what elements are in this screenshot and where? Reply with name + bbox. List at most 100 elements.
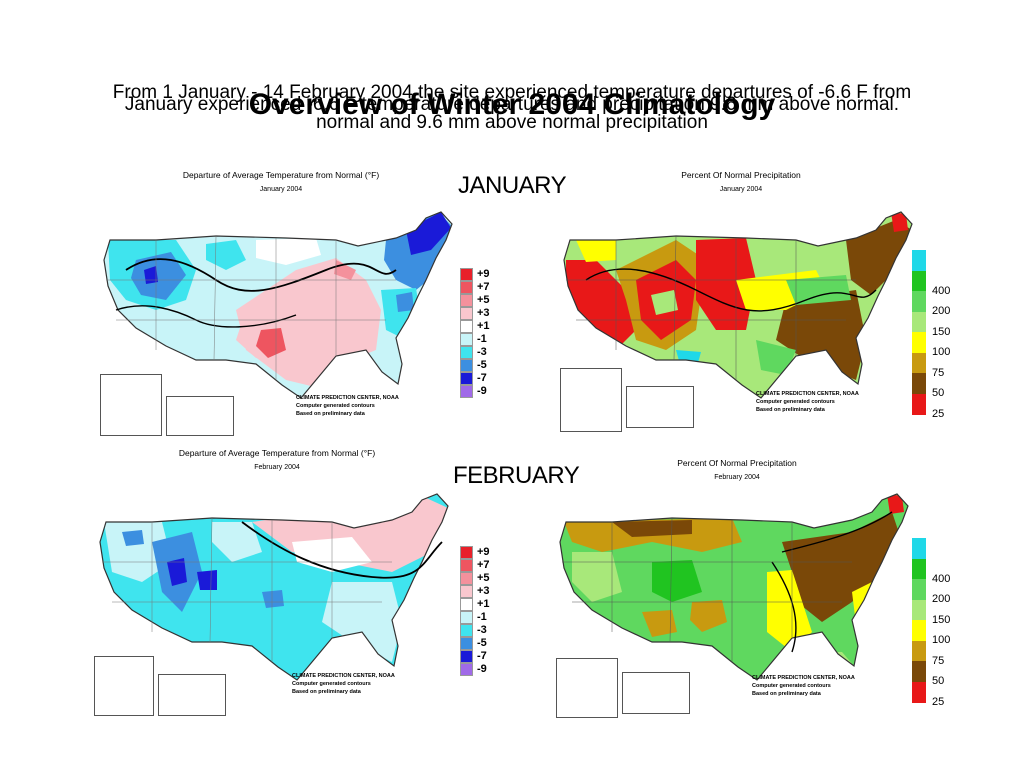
- legend-item: +7: [460, 281, 504, 294]
- legend-label: -5: [477, 359, 487, 371]
- map-subtitle: February 2004: [254, 464, 300, 471]
- slide-title: Overview of Winter 2004 Climatology: [248, 88, 776, 121]
- map-subtitle: February 2004: [714, 474, 760, 481]
- legend-swatch: [912, 291, 926, 312]
- legend-item: +5: [460, 294, 504, 307]
- legend-swatch: [460, 372, 473, 385]
- legend-swatch: [460, 281, 473, 294]
- legend-swatch: [912, 270, 926, 292]
- map-credit: CLIMATE PREDICTION CENTER, NOAA Computer…: [756, 391, 859, 413]
- legend-swatch: [912, 250, 926, 271]
- legend-label: 75: [932, 366, 945, 379]
- legend-swatch: [912, 332, 926, 353]
- legend-swatch: [460, 585, 473, 598]
- legend-swatch: [460, 546, 473, 559]
- legend-swatch: [460, 650, 473, 663]
- summary-line-1: From 1 January - 14 February 2004 the si…: [112, 82, 912, 103]
- legend-item: 200: [912, 579, 962, 605]
- legend-item: -7: [460, 650, 504, 663]
- legend-label: 50: [932, 387, 945, 399]
- legend-swatch: [912, 393, 926, 415]
- legend-label: 200: [932, 593, 951, 605]
- legend-item: 25: [912, 393, 962, 420]
- map-subtitle: January 2004: [259, 186, 303, 193]
- map-feb-temperature: Departure of Average Temperature from No…: [92, 446, 490, 721]
- summary-line-alt: January experienced -6.6 F temperature d…: [124, 94, 900, 115]
- month-label-january: JANUARY: [458, 172, 567, 199]
- legend-label: +9: [477, 268, 490, 280]
- legend-swatch: [460, 346, 473, 359]
- legend-item: 75: [912, 640, 962, 667]
- legend-swatch: [460, 637, 473, 650]
- legend-label: 150: [932, 613, 951, 626]
- hawaii-inset: [626, 386, 694, 428]
- map-title: Percent Of Normal Precipitation: [677, 458, 797, 468]
- legend-label: 150: [932, 325, 951, 338]
- map-jan-temperature: Departure of Average Temperature from No…: [96, 164, 490, 439]
- map-jan-precipitation: Percent Of Normal Precipitation January …: [556, 164, 950, 439]
- legend-swatch: [460, 307, 473, 320]
- legend-item: 400: [912, 558, 962, 585]
- legend-label: +3: [477, 307, 490, 319]
- legend-item: -7: [460, 372, 504, 385]
- legend-item: -5: [460, 637, 504, 650]
- legend-label: 100: [932, 634, 951, 646]
- legend-swatch: [912, 311, 926, 333]
- us-precipitation-map: [559, 493, 909, 681]
- legend-item: +7: [460, 559, 504, 572]
- legend-label: +3: [477, 585, 490, 597]
- map-credit: CLIMATE PREDICTION CENTER, NOAA Computer…: [752, 675, 855, 697]
- legend-item: +9: [460, 268, 504, 281]
- legend-swatch: [912, 620, 926, 641]
- legend-swatch: [460, 385, 473, 398]
- legend-item: +5: [460, 572, 504, 585]
- legend-label: +1: [477, 598, 490, 610]
- alaska-inset: [560, 368, 622, 432]
- legend-item: 100: [912, 332, 962, 358]
- hawaii-inset: [166, 396, 234, 436]
- legend-label: -5: [477, 637, 487, 649]
- legend-swatch: [460, 611, 473, 624]
- legend-swatch: [460, 320, 473, 333]
- legend-label: 400: [932, 284, 951, 297]
- legend-swatch: [912, 373, 926, 394]
- legend-swatch: [912, 640, 926, 662]
- legend-item: 50: [912, 373, 962, 399]
- legend-item: -1: [460, 333, 504, 346]
- map-subtitle: January 2004: [719, 186, 763, 193]
- alaska-inset: [94, 656, 154, 716]
- legend-label: -3: [477, 346, 487, 358]
- legend-swatch: [460, 624, 473, 637]
- legend-swatch: [460, 598, 473, 611]
- legend-label: -9: [477, 663, 487, 675]
- legend-swatch: [460, 359, 473, 372]
- map-title: Percent Of Normal Precipitation: [681, 170, 801, 180]
- legend-swatch: [460, 333, 473, 346]
- legend-item: 75: [912, 352, 962, 379]
- alaska-inset: [100, 374, 162, 436]
- legend-swatch: [912, 558, 926, 580]
- legend-swatch: [460, 268, 473, 281]
- legend-item: -9: [460, 663, 504, 676]
- legend-label: -3: [477, 624, 487, 636]
- us-precipitation-map: [563, 211, 913, 399]
- legend-item: [912, 250, 962, 271]
- legend-item: +1: [460, 598, 504, 611]
- legend-label: 100: [932, 346, 951, 358]
- legend-swatch: [912, 352, 926, 374]
- alaska-inset: [556, 658, 618, 718]
- legend-label: -9: [477, 385, 487, 397]
- legend-item: +1: [460, 320, 504, 333]
- legend-label: +7: [477, 281, 490, 293]
- legend-item: -9: [460, 385, 504, 398]
- legend-item: +3: [460, 307, 504, 320]
- summary-line-2: normal and 9.6 mm above normal precipita…: [316, 112, 708, 133]
- legend-label: 75: [932, 654, 945, 667]
- legend-swatch: [912, 599, 926, 621]
- legend-swatch: [460, 559, 473, 572]
- legend-swatch: [460, 294, 473, 307]
- hawaii-inset: [158, 674, 226, 716]
- legend-label: -1: [477, 333, 487, 345]
- legend-label: +7: [477, 559, 490, 571]
- legend-label: 200: [932, 305, 951, 317]
